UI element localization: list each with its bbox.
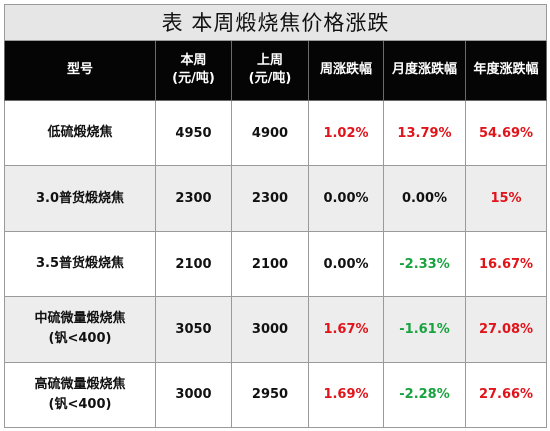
cell-weekly-change: 1.67% [308,296,384,363]
cell-monthly-change: 0.00% [383,165,466,232]
cell-yearly-change: 16.67% [464,230,548,298]
header-model: 型号 [4,39,156,102]
table-row: 中硫微量煅烧焦 (钒<400) 3050 3000 1.67% -1.61% 27.08% [4,296,548,363]
table-row: 3.5普货煅烧焦 2100 2100 0.00% -2.33% 16.67% [4,230,548,298]
cell-model: 3.5普货煅烧焦 [4,230,156,298]
cell-weekly-change: 0.00% [308,165,384,232]
cell-last-week: 2100 [231,230,309,298]
header-last-week-unit: (元/吨) [248,71,292,87]
calcined-coke-price-table: 表 本周煅烧焦价格涨跌 型号 本周 (元/吨) 上周 (元/吨) 周涨跌幅 月度… [3,4,548,429]
cell-weekly-change: 1.69% [308,361,384,429]
cell-yearly-change: 15% [464,165,548,232]
cell-last-week: 4900 [231,100,309,167]
model-name: 中硫微量煅烧焦 [34,311,126,327]
header-this-week-unit: (元/吨) [172,71,215,87]
header-yearly-change: 年度涨跌幅 [464,39,548,102]
cell-this-week: 4950 [155,100,232,167]
cell-this-week: 3000 [155,361,232,429]
table-row: 3.0普货煅烧焦 2300 2300 0.00% 0.00% 15% [4,165,548,232]
cell-weekly-change: 0.00% [308,230,384,298]
model-spec: (钒<400) [48,396,112,412]
cell-this-week: 2100 [155,230,232,298]
table-row: 低硫煅烧焦 4950 4900 1.02% 13.79% 54.69% [4,100,548,167]
cell-yearly-change: 27.66% [464,361,548,429]
header-this-week: 本周 (元/吨) [155,39,232,102]
cell-yearly-change: 27.08% [464,296,548,363]
header-this-week-label: 本周 [180,53,207,69]
table-body: 低硫煅烧焦 4950 4900 1.02% 13.79% 54.69% 3.0普货煅烧焦 23… [4,100,548,429]
cell-monthly-change: -2.33% [383,230,466,298]
cell-monthly-change: -2.28% [383,361,466,429]
cell-last-week: 2300 [231,165,309,232]
header-last-week: 上周 (元/吨) [231,39,309,102]
model-spec: (钒<400) [48,331,112,347]
cell-model: 高硫微量煅烧焦 (钒<400) [4,361,156,429]
model-name: 3.0普货煅烧焦 [35,190,125,206]
cell-this-week: 2300 [155,165,232,232]
table-title: 表 本周煅烧焦价格涨跌 [3,4,548,41]
cell-last-week: 2950 [231,361,309,429]
cell-this-week: 3050 [155,296,232,363]
cell-yearly-change: 54.69% [464,100,548,167]
cell-last-week: 3000 [231,296,309,363]
model-name: 3.5普货煅烧焦 [35,256,125,271]
header-last-week-label: 上周 [256,53,283,69]
table-row: 高硫微量煅烧焦 (钒<400) 3000 2950 1.69% -2.28% 27.66% [4,361,548,429]
cell-weekly-change: 1.02% [308,100,384,167]
model-name: 高硫微量煅烧焦 [34,376,126,392]
header-monthly-change: 月度涨跌幅 [383,39,466,102]
cell-model: 低硫煅烧焦 [4,100,156,167]
title-row: 表 本周煅烧焦价格涨跌 [3,4,548,41]
cell-monthly-change: -1.61% [383,296,466,363]
cell-model: 3.0普货煅烧焦 [4,165,156,232]
cell-monthly-change: 13.79% [383,100,466,167]
header-weekly-change: 周涨跌幅 [308,39,384,102]
header-row: 型号 本周 (元/吨) 上周 (元/吨) 周涨跌幅 月度涨跌幅 年度涨跌幅 [4,39,548,102]
cell-model: 中硫微量煅烧焦 (钒<400) [4,296,156,363]
model-name: 低硫煅烧焦 [47,125,113,141]
